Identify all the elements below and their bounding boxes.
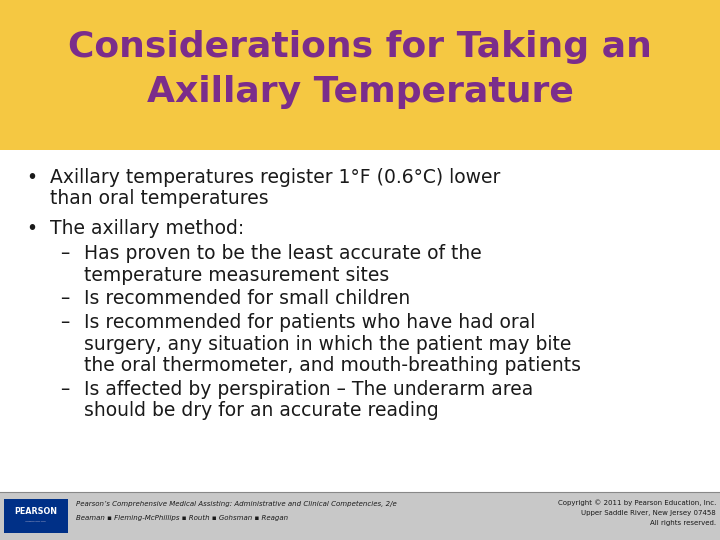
- Text: Has proven to be the least accurate of the: Has proven to be the least accurate of t…: [84, 244, 482, 264]
- Text: Beaman ▪ Fleming-McPhillips ▪ Routh ▪ Gohsman ▪ Reagan: Beaman ▪ Fleming-McPhillips ▪ Routh ▪ Go…: [76, 515, 288, 521]
- Text: Pearson’s Comprehensive Medical Assisting: Administrative and Clinical Competenc: Pearson’s Comprehensive Medical Assistin…: [76, 501, 397, 507]
- FancyBboxPatch shape: [0, 492, 720, 540]
- Text: than oral temperatures: than oral temperatures: [50, 190, 269, 208]
- Text: •: •: [26, 168, 37, 187]
- Text: Is recommended for small children: Is recommended for small children: [84, 289, 410, 308]
- Text: All rights reserved.: All rights reserved.: [650, 520, 716, 526]
- Text: the oral thermometer, and mouth-breathing patients: the oral thermometer, and mouth-breathin…: [84, 356, 581, 375]
- Text: Copyright © 2011 by Pearson Education, Inc.: Copyright © 2011 by Pearson Education, I…: [557, 500, 716, 507]
- Text: PEARSON: PEARSON: [14, 507, 58, 516]
- Text: ————: ————: [25, 519, 47, 524]
- Text: Upper Saddle River, New Jersey 07458: Upper Saddle River, New Jersey 07458: [581, 510, 716, 516]
- Text: –: –: [60, 380, 69, 399]
- Text: should be dry for an accurate reading: should be dry for an accurate reading: [84, 401, 438, 420]
- Text: Considerations for Taking an: Considerations for Taking an: [68, 30, 652, 64]
- Text: temperature measurement sites: temperature measurement sites: [84, 266, 390, 285]
- Text: The axillary method:: The axillary method:: [50, 219, 244, 238]
- FancyBboxPatch shape: [0, 0, 720, 150]
- Text: –: –: [60, 244, 69, 264]
- Text: –: –: [60, 313, 69, 332]
- Text: Axillary Temperature: Axillary Temperature: [147, 75, 573, 109]
- FancyBboxPatch shape: [4, 499, 68, 533]
- Text: Is recommended for patients who have had oral: Is recommended for patients who have had…: [84, 313, 536, 332]
- Text: surgery, any situation in which the patient may bite: surgery, any situation in which the pati…: [84, 335, 572, 354]
- Text: –: –: [60, 289, 69, 308]
- Text: Axillary temperatures register 1°F (0.6°C) lower: Axillary temperatures register 1°F (0.6°…: [50, 168, 500, 187]
- Text: •: •: [26, 219, 37, 238]
- Text: Is affected by perspiration – The underarm area: Is affected by perspiration – The undera…: [84, 380, 534, 399]
